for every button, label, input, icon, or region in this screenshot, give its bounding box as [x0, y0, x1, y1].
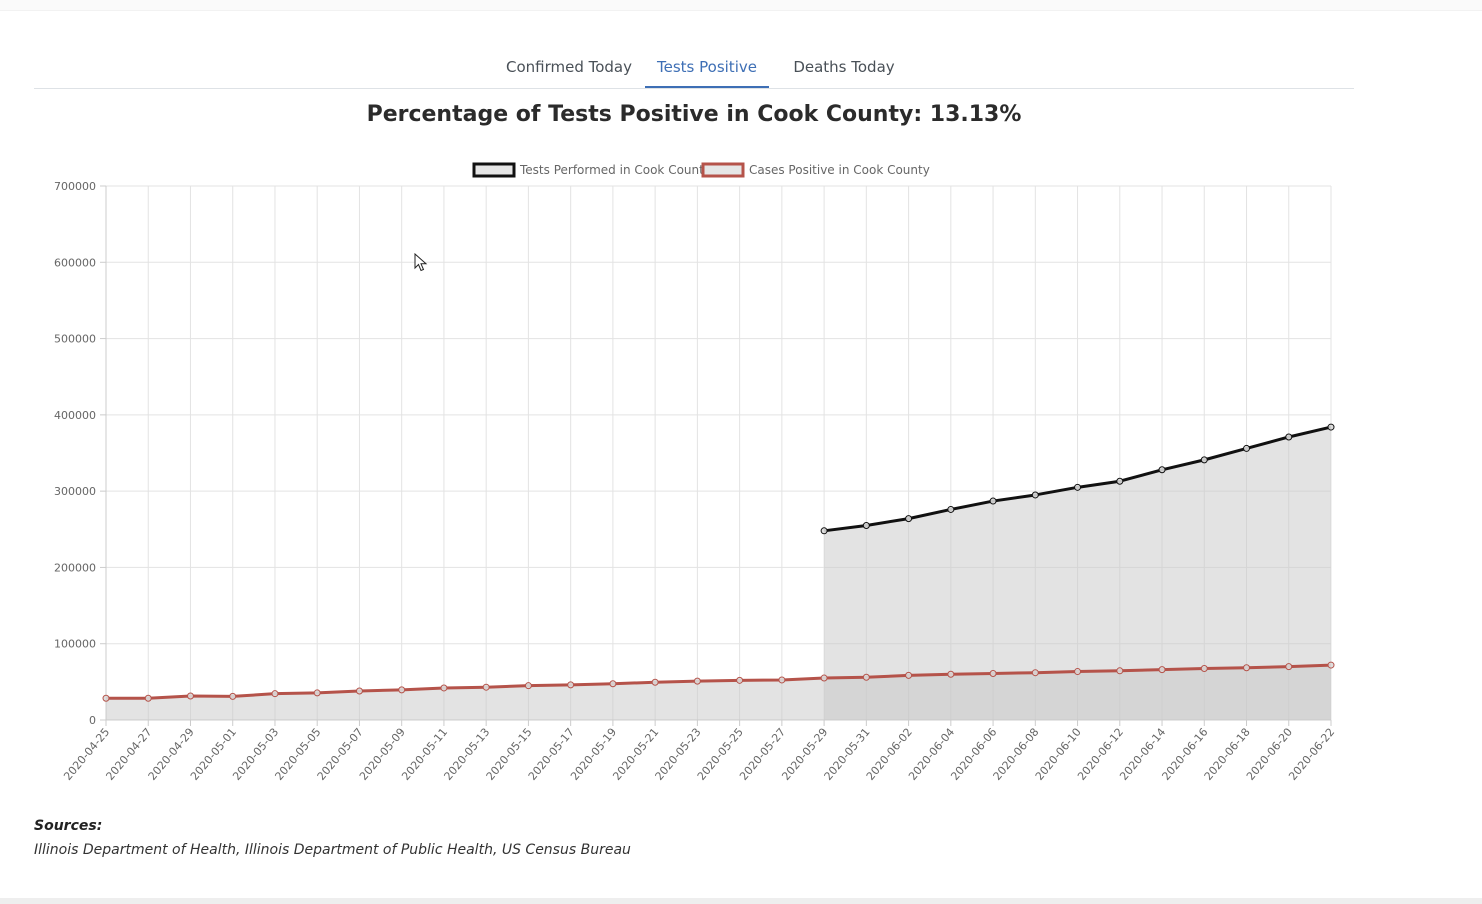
series-point-2	[1243, 664, 1251, 672]
series-point-2	[1327, 661, 1335, 669]
series-point-1	[862, 521, 870, 529]
series-point-2	[1031, 669, 1039, 677]
legend-label-1: Tests Performed in Cook County	[519, 163, 711, 177]
series-point-1	[1327, 423, 1335, 431]
series-point-2	[1285, 663, 1293, 671]
mouse-cursor-icon	[414, 253, 428, 272]
series-point-2	[862, 673, 870, 681]
series-point-2	[736, 676, 744, 684]
series-point-2	[102, 694, 110, 702]
series-point-2	[1158, 666, 1166, 674]
y-tick-label: 500000	[54, 333, 96, 346]
series-point-2	[1116, 667, 1124, 675]
y-tick-label: 700000	[54, 180, 96, 193]
bottom-strip	[0, 898, 1482, 904]
series-point-2	[313, 689, 321, 697]
legend-swatch-2	[701, 162, 745, 178]
y-tick-label: 400000	[54, 409, 96, 422]
series-area-1	[824, 427, 1331, 720]
series-point-2	[778, 676, 786, 684]
series-point-2	[144, 694, 152, 702]
legend-label-2: Cases Positive in Cook County	[749, 163, 930, 177]
series-point-1	[947, 505, 955, 513]
tab-confirmed-today[interactable]: Confirmed Today	[505, 58, 633, 76]
series-point-2	[1074, 668, 1082, 676]
series-point-1	[989, 497, 997, 505]
series-point-1	[1285, 433, 1293, 441]
series-point-1	[1200, 456, 1208, 464]
series-point-2	[820, 674, 828, 682]
tab-deaths-today[interactable]: Deaths Today	[793, 58, 895, 76]
series-point-2	[440, 684, 448, 692]
y-tick-label: 200000	[54, 561, 96, 574]
series-point-2	[229, 692, 237, 700]
legend-swatch-1	[472, 162, 516, 178]
sources-label: Sources:	[34, 818, 103, 834]
series-point-2	[693, 677, 701, 685]
series-point-2	[609, 680, 617, 688]
tests-positive-chart: 0 100000 200000 300000 400000 500000 600000 700…	[54, 162, 1337, 783]
series-point-1	[905, 515, 913, 523]
series-point-2	[905, 671, 913, 679]
series-line-2	[106, 663, 1332, 700]
series-point-2	[947, 670, 955, 678]
series-point-2	[1200, 665, 1208, 673]
series-point-2	[651, 678, 659, 686]
series-point-2	[398, 686, 406, 694]
series-point-1	[1031, 491, 1039, 499]
series-point-1	[1116, 477, 1124, 485]
top-strip	[0, 0, 1482, 11]
tab-bar: Confirmed Today Tests Positive Deaths To…	[34, 48, 1354, 89]
series-point-2	[355, 687, 363, 695]
series-point-1	[1158, 466, 1166, 474]
series-area-2	[106, 665, 1331, 720]
series-point-2	[567, 681, 575, 689]
series-point-2	[271, 690, 279, 698]
series-point-2	[989, 669, 997, 677]
tab-tests-positive[interactable]: Tests Positive	[645, 48, 769, 88]
series-point-1	[1243, 444, 1251, 452]
series-point-2	[524, 682, 532, 690]
y-tick-label: 0	[89, 714, 96, 727]
sources-text: Illinois Department of Health, Illinois …	[34, 842, 631, 858]
series-point-2	[482, 683, 490, 691]
series-point-2	[186, 692, 194, 700]
y-tick-label: 300000	[54, 485, 96, 498]
y-tick-label: 600000	[54, 256, 96, 269]
series-point-1	[1074, 483, 1082, 491]
series-point-1	[820, 527, 828, 535]
chart-title: Percentage of Tests Positive in Cook Cou…	[366, 102, 1022, 127]
y-tick-label: 100000	[54, 638, 96, 651]
